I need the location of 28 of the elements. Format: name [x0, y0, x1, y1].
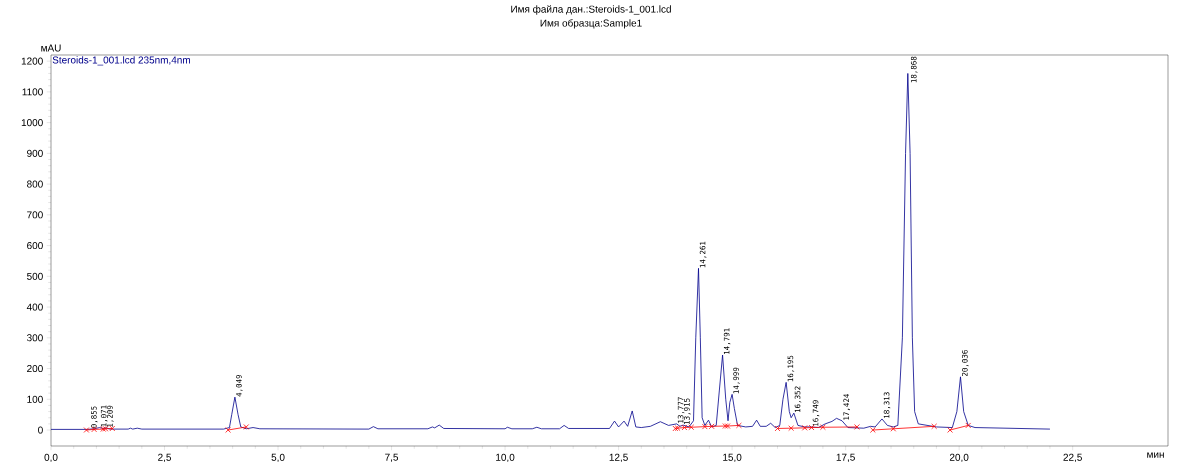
y-tick-label: 1100 [22, 88, 43, 96]
y-axis-title: мAU [41, 44, 61, 52]
y-tick-label: 800 [27, 180, 43, 188]
y-tick-label: 1000 [21, 119, 43, 127]
y-tick-label: 200 [27, 365, 43, 373]
y-tick-label: 1200 [21, 57, 43, 65]
y-tick-label: 400 [26, 303, 43, 311]
y-tick-label: 700 [27, 211, 43, 219]
x-tick-label: 2,5 [158, 453, 172, 463]
chart-subtitle: Имя образца:Sample1 [540, 19, 642, 29]
x-tick-label: 10,0 [496, 453, 515, 463]
x-tick-label: 0,0 [44, 453, 58, 463]
y-tick-label: 300 [26, 334, 43, 342]
x-tick-label: 7,5 [385, 453, 399, 462]
text: Steroids-1_001.lcd 235nm,4nm [52, 56, 190, 66]
x-tick-label: 20,0 [949, 453, 969, 463]
y-tick-label: 0 [38, 426, 43, 434]
x-axis-title: мин [1147, 452, 1164, 458]
y-tick-label: 900 [27, 149, 43, 157]
y-tick-label: 600 [27, 242, 43, 250]
x-tick-label: 5,0 [271, 453, 285, 463]
y-tick-label: 500 [27, 272, 43, 280]
x-tick-label: 17,5 [836, 453, 855, 462]
y-tick-label: 100 [27, 395, 43, 403]
x-tick-label: 15,0 [723, 453, 742, 463]
x-tick-label: 12,5 [609, 453, 628, 463]
x-tick-label: 22,5 [1063, 453, 1082, 463]
chart-title: Имя файла дан.:Steroids-1_001.lcd [511, 5, 671, 15]
